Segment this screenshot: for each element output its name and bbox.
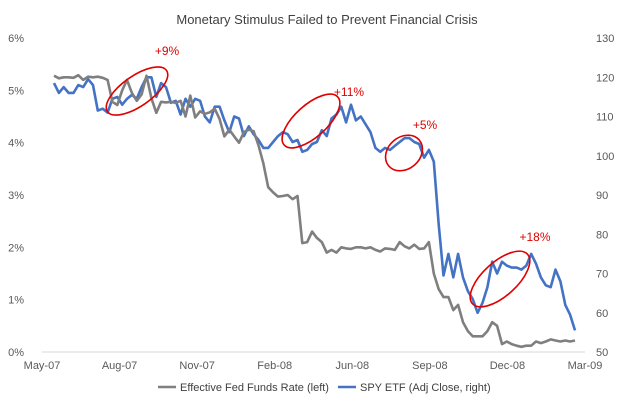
axes-group: May-07 Aug-07 Nov-07 Feb-08 Jun-08 Sep-08 Dec-… xyxy=(8,33,614,372)
y-right-tick-label: 130 xyxy=(596,33,614,45)
annotation-label: +5% xyxy=(413,118,438,132)
y-right-tick-label: 90 xyxy=(596,190,608,202)
y-right-tick-label: 80 xyxy=(596,229,608,241)
series-group xyxy=(52,73,577,349)
x-tick-label: Feb-08 xyxy=(257,360,292,372)
x-tick-label: Aug-07 xyxy=(102,360,137,372)
y-right-tick-label: 70 xyxy=(596,269,608,281)
y-left-tick-label: 1% xyxy=(8,295,24,307)
y-right-tick-label: 60 xyxy=(596,308,608,320)
x-tick-label: Sep-08 xyxy=(412,360,447,372)
y-right-tick-label: 100 xyxy=(596,151,614,163)
annotations-group: +9% +11% +5% +18% xyxy=(105,44,551,308)
annotation-label: +9% xyxy=(155,44,180,58)
y-left-tick-label: 6% xyxy=(8,33,24,45)
y-left-tick-label: 4% xyxy=(8,138,24,150)
legend-spy-label: SPY ETF (Adj Close, right) xyxy=(360,382,491,394)
legend: Effective Fed Funds Rate (left) SPY ETF (… xyxy=(158,382,491,394)
legend-fed-funds-label: Effective Fed Funds Rate (left) xyxy=(180,382,329,394)
annotation-ellipse xyxy=(281,93,341,149)
y-right-tick-label: 50 xyxy=(596,347,608,359)
annotation-label: +18% xyxy=(519,230,550,244)
y-left-tick-label: 3% xyxy=(8,190,24,202)
y-left-tick-label: 2% xyxy=(8,242,24,254)
y-right-tick-label: 110 xyxy=(596,112,614,124)
x-tick-label: Jun-08 xyxy=(335,360,369,372)
chart-title: Monetary Stimulus Failed to Prevent Fina… xyxy=(176,12,478,27)
annotation-ellipse xyxy=(384,134,424,172)
y-left-tick-label: 5% xyxy=(8,85,24,97)
spy-series-line xyxy=(52,76,577,331)
annotation-ellipse xyxy=(105,66,169,116)
y-right-tick-label: 120 xyxy=(596,72,614,84)
x-tick-label: May-07 xyxy=(24,360,61,372)
x-tick-label: Mar-09 xyxy=(568,360,603,372)
y-left-tick-label: 0% xyxy=(8,347,24,359)
x-tick-label: Dec-08 xyxy=(490,360,525,372)
fed-funds-series-line xyxy=(53,73,576,349)
x-tick-label: Nov-07 xyxy=(179,360,214,372)
annotation-label: +11% xyxy=(334,85,364,99)
annotation-ellipse xyxy=(469,250,531,308)
